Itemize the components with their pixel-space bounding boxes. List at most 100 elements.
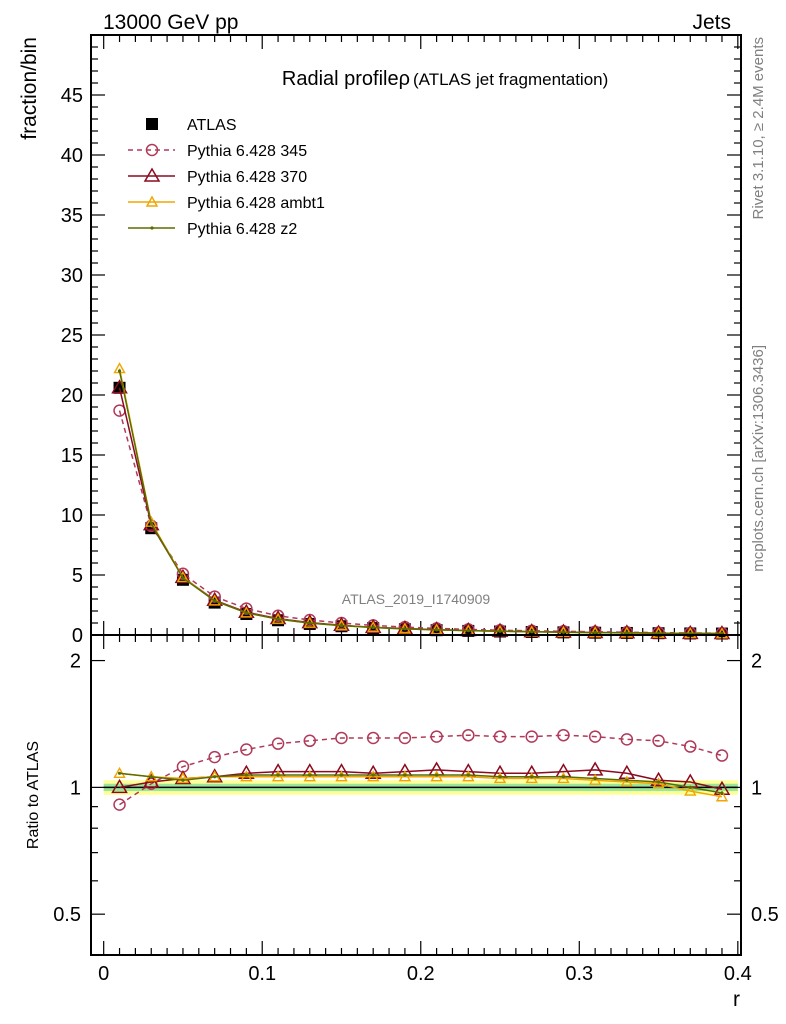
data-point: [238, 764, 255, 780]
data-point: [586, 761, 604, 776]
legend-label: ATLAS: [187, 117, 237, 134]
data-point: [620, 775, 634, 787]
data-point: [525, 772, 538, 784]
data-point: [430, 770, 443, 782]
ratio-ytick-label-right: 1: [751, 777, 762, 799]
data-point: [303, 770, 316, 782]
data-point: [561, 775, 566, 779]
data-point: [720, 791, 724, 795]
data-point: [371, 625, 375, 630]
data-point: [588, 773, 602, 785]
main-ylabel: fraction/bin: [18, 37, 41, 140]
main-y-axis: 0 5 10 15 20 25 30 35 40 45: [61, 34, 741, 647]
data-point: [364, 618, 382, 634]
data-point: [493, 772, 507, 784]
legend-marker: [150, 226, 154, 230]
data-point: [588, 730, 602, 743]
data-point: [240, 743, 253, 756]
data-point: [308, 773, 312, 777]
data-point: [335, 731, 348, 745]
main-ytick-label: 45: [61, 85, 83, 107]
ratio-xtick-label: 0: [98, 963, 109, 985]
data-point: [181, 576, 185, 580]
main-ytick-label: 40: [61, 145, 83, 167]
watermark: ATLAS_2019_I1740909: [342, 591, 491, 607]
legend-item: Pythia 6.428 ambt1: [128, 195, 325, 212]
data-point: [181, 778, 185, 782]
legend-marker: [143, 167, 161, 182]
data-point: [684, 784, 697, 796]
data-point: [466, 629, 470, 633]
data-point: [117, 771, 122, 775]
series-pythia-6-428-z2: [117, 771, 724, 795]
data-point: [174, 568, 192, 584]
series-pythia-6-428-345: [113, 728, 729, 811]
data-point: [308, 621, 312, 625]
data-point: [113, 766, 126, 778]
ratio-panel: Ratio to ATLAS r 0.5 0.5 1 1 2 2 0 0.1 0.2 0.3 0.…: [25, 634, 779, 1011]
data-point: [688, 785, 692, 789]
data-point: [271, 737, 285, 750]
data-point: [525, 730, 538, 743]
legend-item: ATLAS: [146, 117, 237, 134]
legend-marker: [145, 143, 159, 157]
data-point: [240, 770, 253, 782]
main-ytick-label: 35: [61, 205, 83, 227]
main-subtitle: (ATLAS jet fragmentation): [413, 70, 608, 89]
ratio-ytick-label-left: 1: [70, 777, 81, 799]
data-point: [498, 775, 502, 779]
data-point: [650, 771, 667, 786]
data-point: [206, 768, 223, 783]
data-point: [715, 790, 729, 802]
legend-label: Pythia 6.428 ambt1: [187, 195, 325, 212]
legend-label: Pythia 6.428 370: [187, 169, 307, 186]
legend-item: Pythia 6.428 370: [128, 167, 307, 186]
series-line: [119, 772, 723, 794]
header-right: Jets: [692, 11, 731, 34]
legend-label: Pythia 6.428 345: [187, 143, 307, 160]
data-point: [366, 731, 380, 745]
data-point: [244, 773, 248, 777]
ratio-xtick-label: 0.3: [565, 963, 593, 985]
data-point: [466, 773, 470, 777]
ratio-series: [111, 728, 731, 811]
data-point: [113, 798, 126, 811]
data-point: [561, 630, 566, 634]
main-ytick-label: 15: [61, 445, 83, 467]
ratio-ytick-label-right: 2: [751, 651, 762, 673]
main-ytick-label: 10: [61, 505, 83, 527]
data-point: [435, 628, 439, 632]
ratio-x-axis: 0 0.1 0.2 0.3 0.4: [98, 635, 752, 985]
data-point: [656, 780, 661, 784]
data-point: [117, 369, 122, 373]
data-point: [652, 734, 665, 748]
legend-label: Pythia 6.428 z2: [187, 221, 297, 238]
data-point: [335, 770, 348, 782]
main-series: [111, 362, 731, 640]
data-point: [303, 734, 317, 748]
data-point: [339, 773, 344, 777]
main-ytick-label: 30: [61, 265, 83, 287]
data-point: [715, 749, 729, 762]
data-point: [339, 624, 344, 628]
data-point: [364, 764, 382, 780]
data-point: [403, 773, 407, 777]
legend-marker: [146, 118, 158, 130]
main-panel: Radial profileρ (ATLAS jet fragmentation…: [18, 34, 742, 647]
ratio-uncertainty-band: [103, 780, 738, 795]
data-point: [530, 775, 534, 779]
legend-item: Pythia 6.428 z2: [128, 221, 297, 238]
data-point: [213, 599, 217, 603]
rivet-label: Rivet 3.1.10, ≥ 2.4M events: [750, 37, 767, 220]
legend-item: Pythia 6.428 345: [128, 143, 307, 160]
ratio-xtick-label: 0.2: [407, 963, 435, 985]
ratio-ytick-label-right: 0.5: [751, 904, 779, 926]
data-point: [208, 594, 221, 606]
main-title: Radial profileρ: [282, 68, 410, 90]
data-point: [176, 772, 190, 784]
data-point: [145, 515, 158, 527]
data-point: [176, 570, 190, 583]
data-point: [593, 631, 597, 635]
data-point: [462, 728, 475, 742]
